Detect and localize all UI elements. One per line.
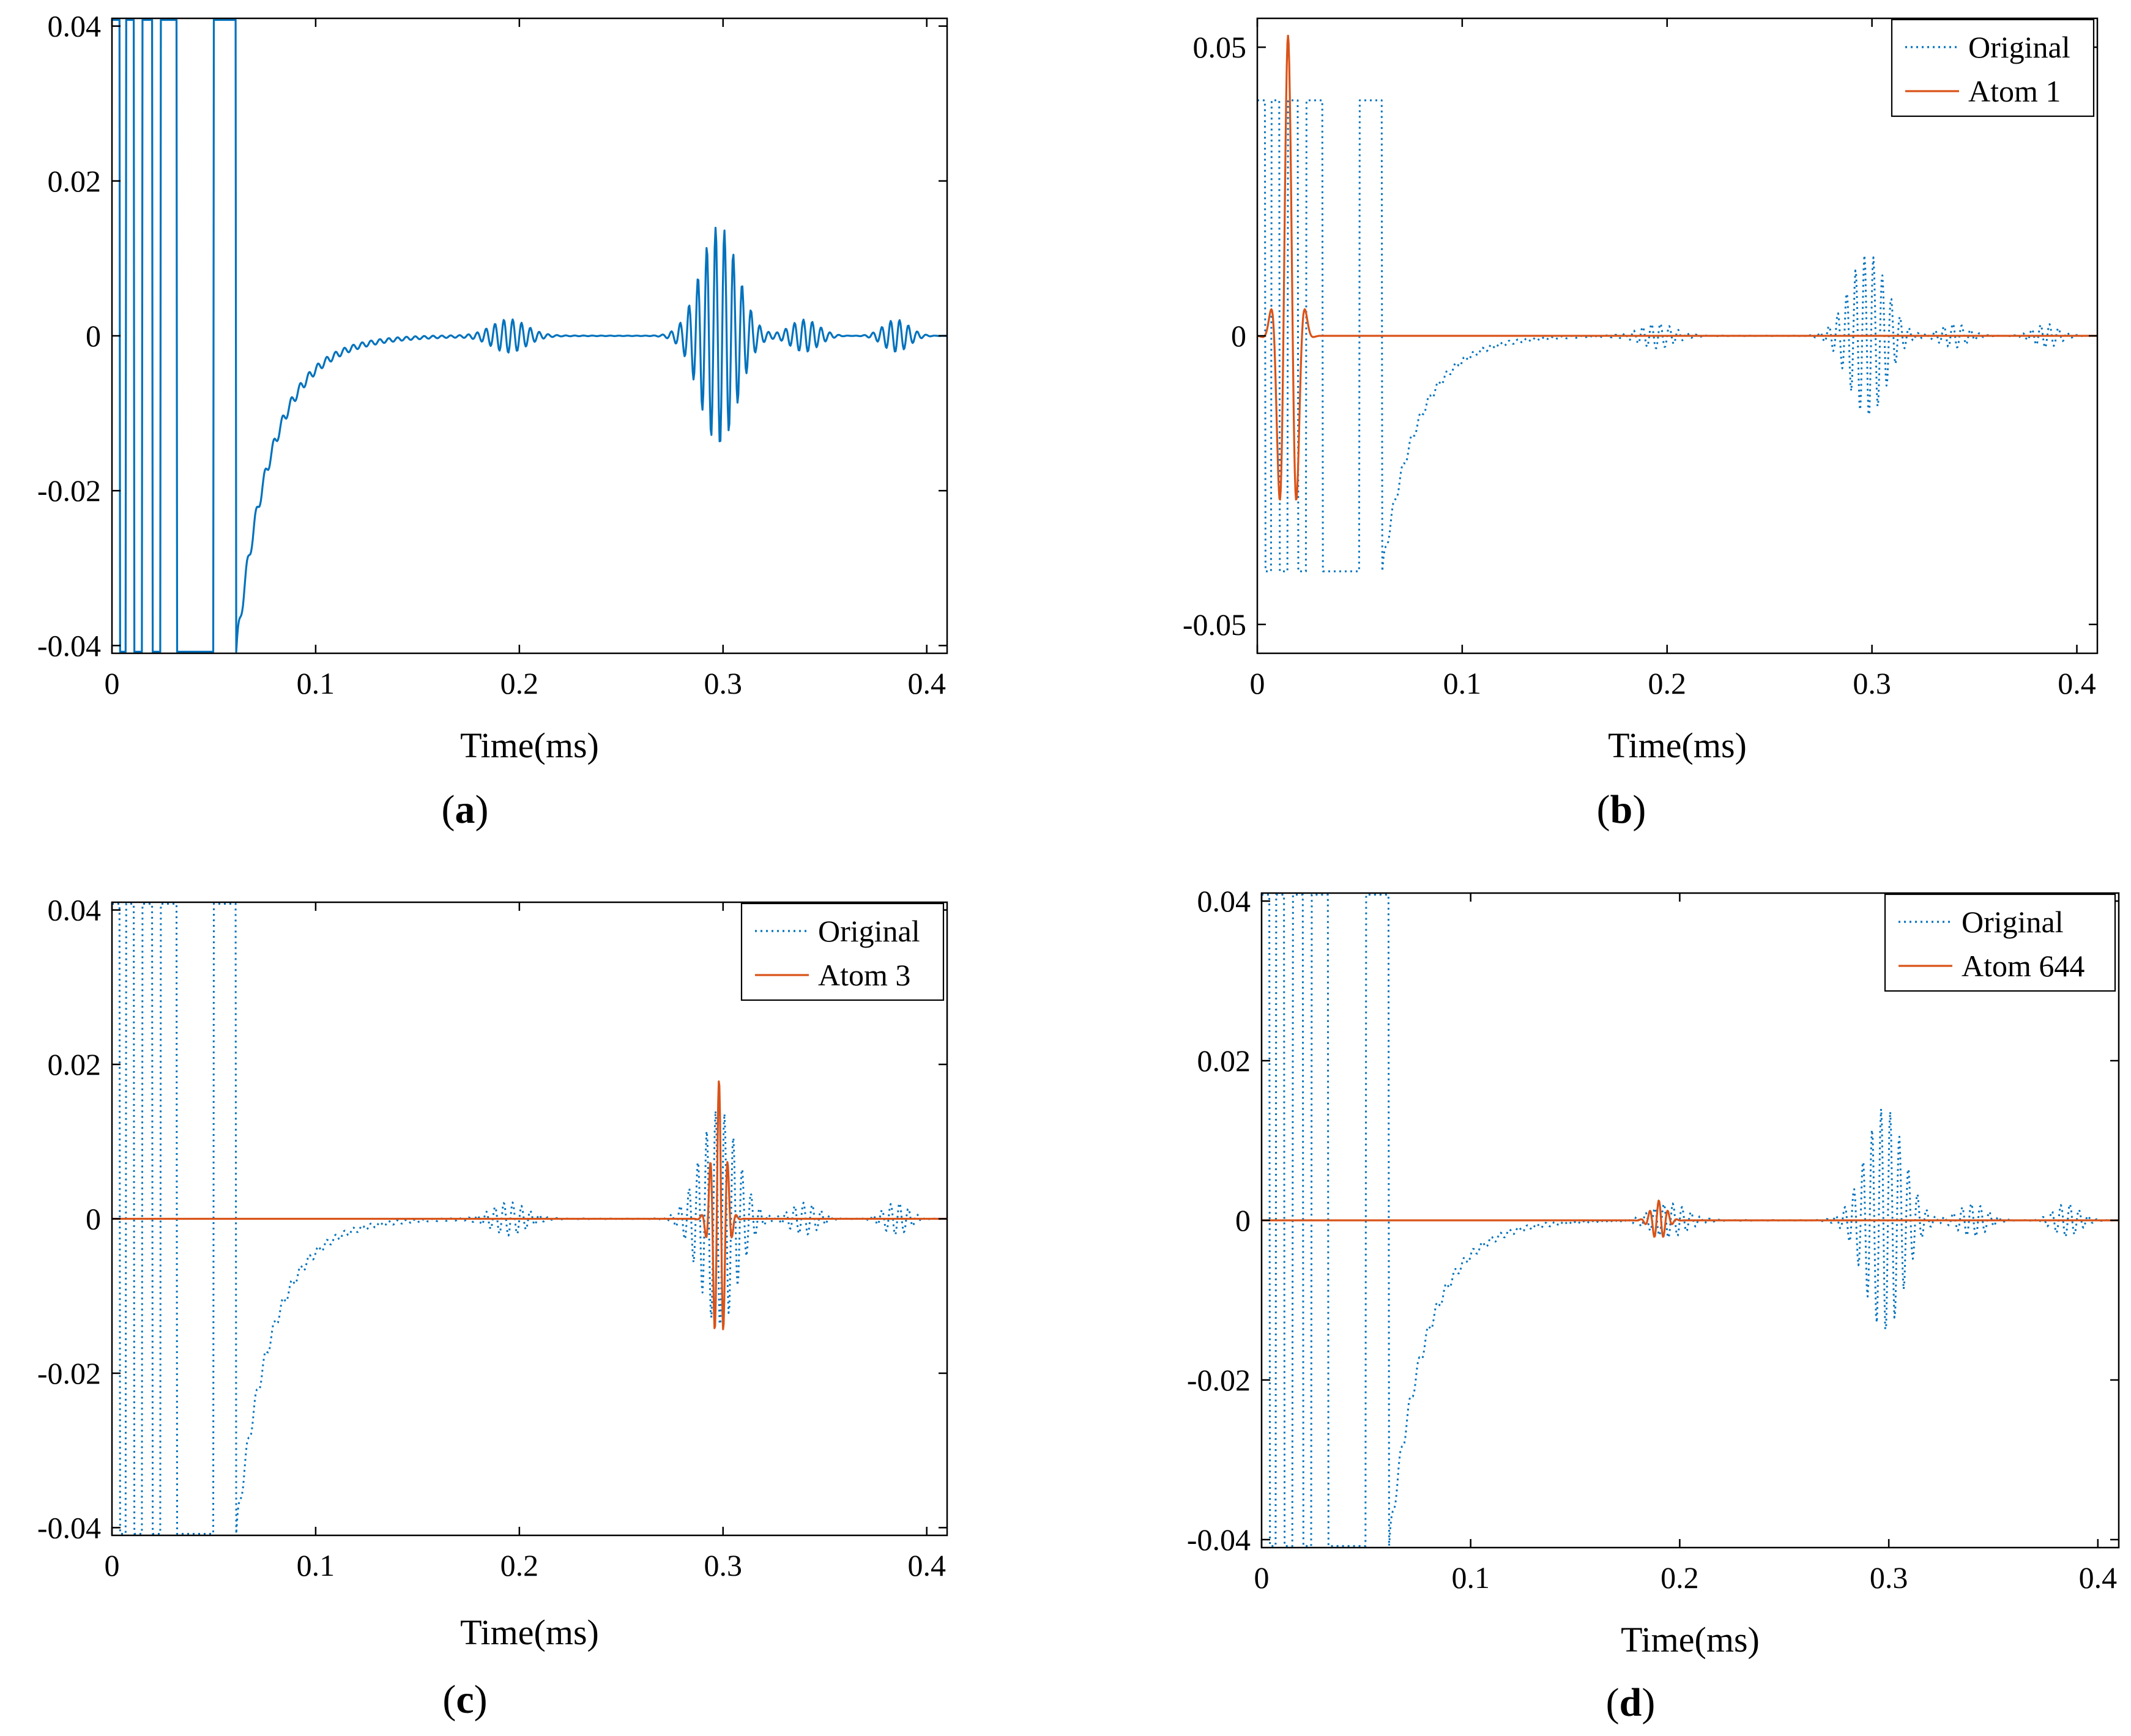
panel-label-close: ) [1642,1680,1655,1725]
panel-label-close: ) [1632,787,1646,832]
legend-label: Atom 3 [818,958,910,992]
panel-label: (a) [442,787,489,832]
x-tick-label: 0 [105,1548,120,1582]
x-tick-label: 0 [105,666,120,700]
plot-frame [111,17,948,655]
legend: Original Atom 644 [1884,893,2116,992]
x-tick-label: 0.2 [500,666,539,700]
x-tick-label: 0.3 [1870,1560,1908,1595]
panel-label: (c) [442,1677,487,1722]
y-tick-label: 0.05 [1193,30,1247,64]
y-tick-label: -0.04 [37,628,101,662]
y-tick-label: -0.04 [37,1510,101,1545]
panel-label: (b) [1597,787,1646,832]
y-tick-label: -0.04 [1187,1523,1251,1557]
chart-panel-c: 0 0.1 0.2 0.3 0.4 -0.04 -0.02 0 0.02 0.04 Time(ms)… [37,893,948,1722]
legend: Original Atom 1 [1891,18,2095,117]
x-axis-label: Time(ms) [1621,1620,1760,1660]
chart-panel-a: 0 0.1 0.2 0.3 0.4 -0.04 -0.02 0 0.02 0.04 Time(ms)… [37,9,948,832]
x-tick-label: 0.1 [1451,1560,1490,1595]
x-tick-label: 0.1 [297,666,335,700]
panel-label-letter: c [456,1677,474,1722]
legend-label: Original [1968,30,2070,64]
x-tick-label: 0.1 [297,1548,335,1582]
x-tick-label: 0 [1250,666,1265,700]
y-tick-label: 0.02 [48,164,102,198]
x-tick-label: 0.4 [2058,666,2096,700]
panel-label-letter: d [1620,1680,1642,1725]
legend-box [740,902,945,1001]
legend-label: Original [1962,905,2064,939]
x-tick-label: 0.3 [704,666,743,700]
x-tick-label: 0.2 [500,1548,539,1582]
panel-label-close: ) [475,787,489,832]
series-line-atom-3 [112,1080,947,1330]
y-tick-label: -0.02 [1187,1363,1251,1397]
y-tick-label: 0 [1231,319,1246,353]
x-tick-label: 0.1 [1443,666,1482,700]
legend-label: Original [818,914,920,948]
x-tick-label: 0.3 [704,1548,743,1582]
x-tick-label: 0.4 [907,1548,946,1582]
y-tick-label: -0.02 [37,473,101,508]
chart-panel-b: 0 0.1 0.2 0.3 0.4-0.0500.05Time(ms)(b)Origin… [1183,17,2099,832]
x-axis-label: Time(ms) [1608,725,1747,765]
y-tick-label: 0 [1235,1203,1251,1237]
y-tick-label: 0.04 [1197,884,1251,918]
legend-box [1891,18,2095,117]
x-tick-label: 0.4 [907,666,946,700]
legend-label: Atom 1 [1968,74,2061,108]
y-tick-label: 0.04 [48,9,102,43]
legend-label: Atom 644 [1962,949,2085,983]
x-tick-label: 0.4 [2079,1560,2118,1595]
panel-label-open: ( [442,787,455,832]
y-tick-label: 0 [86,319,101,353]
x-tick-label: 0.3 [1853,666,1891,700]
panel-label-open: ( [442,1677,456,1722]
x-tick-label: 0.2 [1661,1560,1699,1595]
y-tick-label: 0.02 [1197,1044,1251,1078]
x-tick-label: 0.2 [1648,666,1687,700]
panel-label-letter: a [455,787,475,832]
panel-label-open: ( [1606,1680,1620,1725]
panel-label-close: ) [474,1677,488,1722]
series-line-atom-644 [1262,1200,2119,1238]
x-axis-label: Time(ms) [460,725,599,765]
x-axis-label: Time(ms) [460,1612,599,1652]
x-tick-label: 0 [1254,1560,1270,1595]
series-line-atom-1 [1257,34,2097,501]
y-tick-label: 0.04 [48,893,102,927]
panel-label-letter: b [1610,787,1633,832]
legend: Original Atom 3 [740,902,945,1001]
panel-label: (d) [1606,1680,1656,1725]
panel-label-open: ( [1597,787,1610,832]
y-tick-label: 0 [86,1202,101,1236]
y-tick-label: -0.05 [1183,607,1246,642]
y-tick-label: -0.02 [37,1356,101,1390]
series-line-original [112,18,947,653]
chart-panel-d: 0 0.1 0.2 0.3 0.4 -0.04 -0.02 0 0.02 0.04 Time(ms)… [1187,884,2120,1725]
y-tick-label: 0.02 [48,1047,102,1081]
legend-box [1884,893,2116,992]
